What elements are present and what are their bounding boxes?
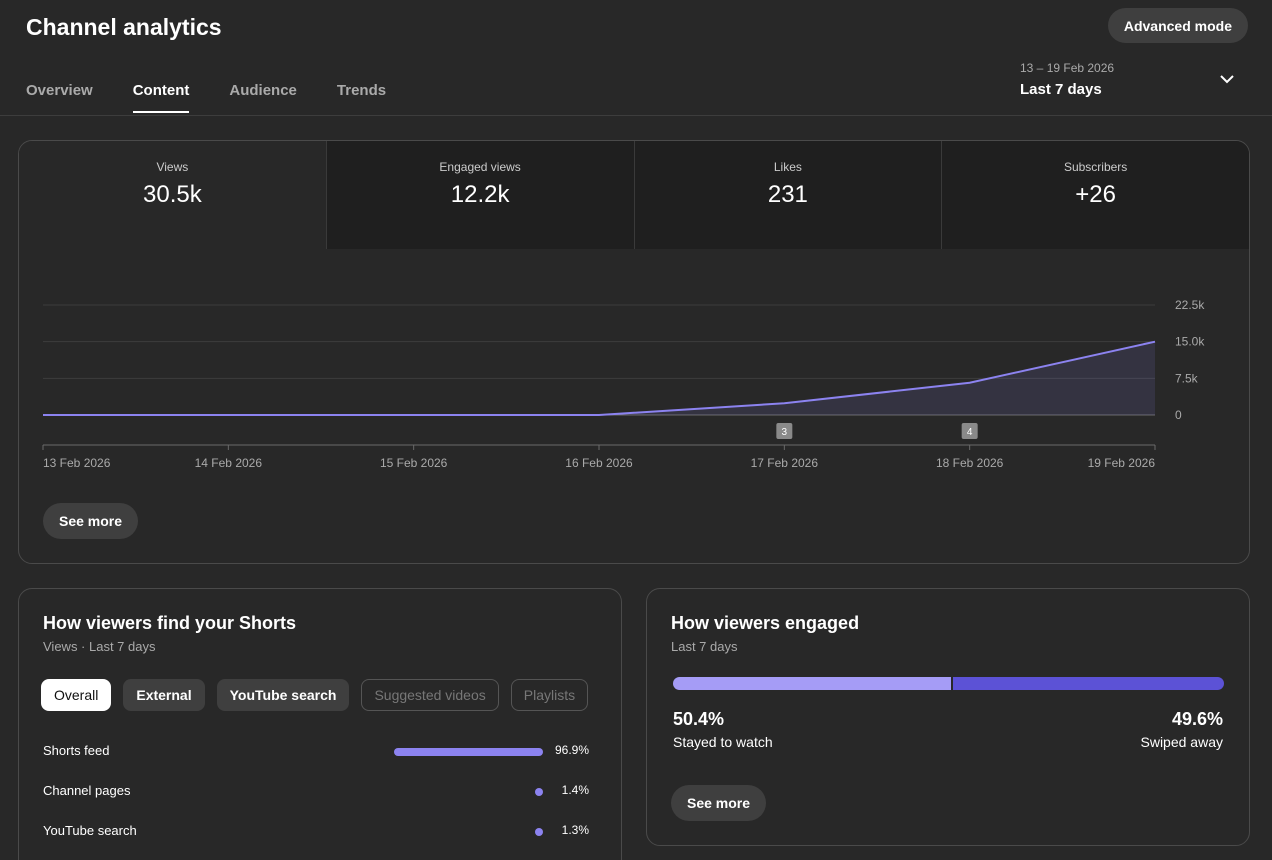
card-subtitle: Last 7 days xyxy=(671,639,738,654)
metric-label: Engaged views xyxy=(439,160,521,174)
traffic-source-percent: 96.9% xyxy=(554,743,589,757)
metric-likes[interactable]: Likes 231 xyxy=(633,141,942,249)
upload-marker xyxy=(961,423,978,439)
traffic-source-label: Shorts feed xyxy=(43,743,110,758)
chip-suggested-videos: Suggested videos xyxy=(361,679,499,711)
swiped-label: Swiped away xyxy=(1140,734,1224,750)
x-tick-label: 14 Feb 2026 xyxy=(195,456,263,470)
swiped-percent: 49.6% xyxy=(1171,709,1223,729)
tab-bar: Overview Content Audience Trends xyxy=(26,82,426,113)
source-filter-chips: Overall External YouTube search Suggeste… xyxy=(41,679,600,711)
traffic-source-label: Channel pages xyxy=(43,783,131,798)
metric-views[interactable]: Views 30.5k xyxy=(19,141,326,249)
metric-value: 12.2k xyxy=(450,181,510,208)
metric-value: +26 xyxy=(1075,181,1116,208)
views-chart: 22.5k 15.0k 7.5k 0 13 Feb 2026 14 Feb 2026 15 … xyxy=(42,298,1205,470)
upload-marker xyxy=(776,423,793,439)
tab-trends[interactable]: Trends xyxy=(336,82,387,99)
tab-content[interactable]: Content xyxy=(132,82,189,113)
views-line xyxy=(43,340,1156,416)
x-tick-label: 16 Feb 2026 xyxy=(565,456,633,470)
chip-playlists: Playlists xyxy=(510,679,589,711)
traffic-source-row: Channel pages 1.4% xyxy=(43,783,589,803)
date-range-picker[interactable]: 13 – 19 Feb 2026 Last 7 days xyxy=(1020,56,1250,100)
y-tick-label: 0 xyxy=(1175,408,1182,422)
date-period-text: Last 7 days xyxy=(1020,81,1102,98)
upload-marker-label: 3 xyxy=(782,427,788,438)
card-title: How viewers find your Shorts xyxy=(43,613,297,633)
card-subtitle: Views · Last 7 days xyxy=(43,639,156,654)
stayed-label: Stayed to watch xyxy=(673,734,773,750)
header-divider xyxy=(0,115,1272,116)
chevron-down-icon xyxy=(1220,75,1234,84)
overview-card: Views 30.5k Engaged views 12.2k Likes 23… xyxy=(18,140,1250,564)
see-more-button[interactable]: See more xyxy=(671,785,767,821)
tab-overview[interactable]: Overview xyxy=(26,82,93,99)
traffic-source-row: Shorts feed 96.9% xyxy=(43,743,589,763)
traffic-source-percent: 1.3% xyxy=(561,823,589,837)
metric-value: 231 xyxy=(767,181,808,208)
views-area xyxy=(43,341,1155,415)
chip-overall[interactable]: Overall xyxy=(41,679,112,711)
swiped-segment xyxy=(950,677,1224,690)
metric-label: Subscribers xyxy=(1063,160,1128,174)
card-title: How viewers engaged xyxy=(671,613,860,633)
y-tick-label: 22.5k xyxy=(1175,298,1205,312)
traffic-source-bar xyxy=(535,828,543,836)
traffic-source-row: YouTube search 1.3% xyxy=(43,823,589,843)
x-tick-label: 19 Feb 2026 xyxy=(1088,456,1156,470)
traffic-source-bar xyxy=(535,788,543,796)
metric-label: Likes xyxy=(773,160,802,174)
metric-engaged-views[interactable]: Engaged views 12.2k xyxy=(325,141,634,249)
see-more-button[interactable]: See more xyxy=(43,503,139,539)
metric-label: Views xyxy=(156,160,189,174)
traffic-source-label: YouTube search xyxy=(43,823,137,838)
page-title: Channel analytics xyxy=(26,14,222,40)
stayed-percent: 50.4% xyxy=(673,709,725,729)
stayed-segment xyxy=(673,677,951,690)
metric-subscribers[interactable]: Subscribers +26 xyxy=(941,141,1249,249)
x-tick-label: 17 Feb 2026 xyxy=(751,456,819,470)
engagement-card: How viewers engaged Last 7 days 50.4% St… xyxy=(646,588,1250,846)
chip-youtube-search[interactable]: YouTube search xyxy=(216,679,350,711)
y-tick-label: 7.5k xyxy=(1175,371,1199,385)
traffic-source-bar xyxy=(393,748,543,756)
metric-tabs: Views 30.5k Engaged views 12.2k Likes 23… xyxy=(19,141,1249,249)
advanced-mode-button[interactable]: Advanced mode xyxy=(1107,8,1248,43)
x-tick-label: 13 Feb 2026 xyxy=(43,456,111,470)
x-tick-label: 15 Feb 2026 xyxy=(380,456,448,470)
metric-value: 30.5k xyxy=(143,181,202,208)
traffic-source-card: How viewers find your Shorts Views · Las… xyxy=(18,588,622,860)
x-tick-label: 18 Feb 2026 xyxy=(936,456,1004,470)
tab-audience[interactable]: Audience xyxy=(229,82,297,99)
traffic-source-percent: 1.4% xyxy=(561,783,589,797)
y-tick-label: 15.0k xyxy=(1175,335,1205,349)
engagement-split-bar xyxy=(673,677,1224,690)
date-range-text: 13 – 19 Feb 2026 xyxy=(1020,61,1115,75)
chip-external[interactable]: External xyxy=(123,679,205,711)
upload-marker-label: 4 xyxy=(967,427,973,438)
